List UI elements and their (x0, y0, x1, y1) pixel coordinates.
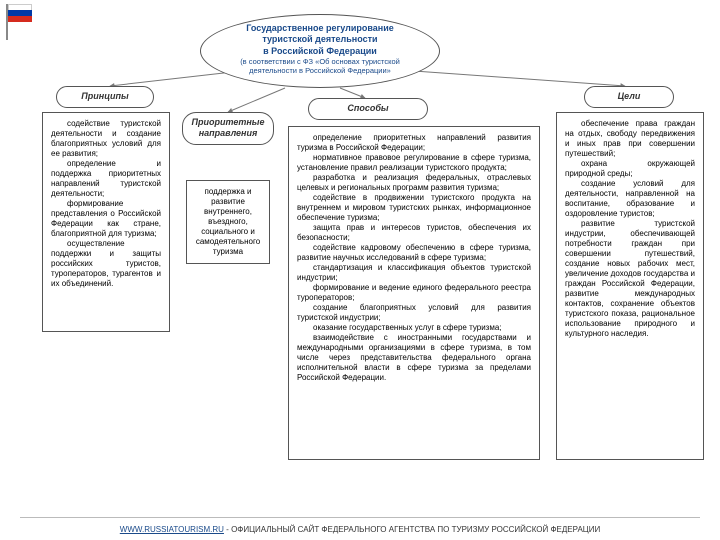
footer: WWW.RUSSIATOURISM.RU - ОФИЦИАЛЬНЫЙ САЙТ … (0, 525, 720, 534)
list-item: нормативное правовое регулирование в сфе… (297, 153, 531, 173)
list-item: создание условий для деятельности, напра… (565, 179, 695, 219)
title-sub: (в соответствии с ФЗ «Об основах туристс… (231, 57, 409, 76)
list-item: разработка и реализация федеральных, отр… (297, 173, 531, 193)
list-item: защита прав и интересов туристов, обеспе… (297, 223, 531, 243)
list-item: определение приоритетных направлений раз… (297, 133, 531, 153)
principles-body: содействие туристской деятельности и соз… (42, 112, 170, 332)
list-item: определение и поддержка приоритетных нап… (51, 159, 161, 199)
russia-flag-icon (8, 4, 36, 40)
diagram-title: Государственное регулирование туристской… (200, 14, 440, 88)
list-item: обеспечение права граждан на отдых, своб… (565, 119, 695, 159)
footer-text: - ОФИЦИАЛЬНЫЙ САЙТ ФЕДЕРАЛЬНОГО АГЕНТСТВ… (224, 525, 600, 534)
list-item: содействие кадровому обеспечению в сфере… (297, 243, 531, 263)
footer-divider (20, 517, 700, 518)
methods-body: определение приоритетных направлений раз… (288, 126, 540, 460)
list-item: охрана окружающей природной среды; (565, 159, 695, 179)
principles-header: Принципы (56, 86, 154, 108)
methods-header: Способы (308, 98, 428, 120)
list-item: развитие туристской индустрии, обеспечив… (565, 219, 695, 339)
list-item: содействие в продвижении туристского про… (297, 193, 531, 223)
title-line1: Государственное регулирование (231, 23, 409, 34)
list-item: формирование представления о Российской … (51, 199, 161, 239)
priority-header: Приоритетные направления (182, 112, 274, 145)
title-line2: туристской деятельности (231, 34, 409, 45)
goals-header: Цели (584, 86, 674, 108)
footer-link[interactable]: WWW.RUSSIATOURISM.RU (120, 525, 224, 534)
goals-body: обеспечение права граждан на отдых, своб… (556, 112, 704, 460)
title-line3: в Российской Федерации (231, 46, 409, 57)
list-item: осуществление поддержки и защиты российс… (51, 239, 161, 289)
list-item: создание благоприятных условий для разви… (297, 303, 531, 323)
priority-body: поддержка и развитие внутреннего, въездн… (186, 180, 270, 264)
list-item: формирование и ведение единого федеральн… (297, 283, 531, 303)
list-item: оказание государственных услуг в сфере т… (297, 323, 531, 333)
list-item: взаимодействие с иностранными государств… (297, 333, 531, 383)
list-item: стандартизация и классификация объектов … (297, 263, 531, 283)
list-item: содействие туристской деятельности и соз… (51, 119, 161, 159)
